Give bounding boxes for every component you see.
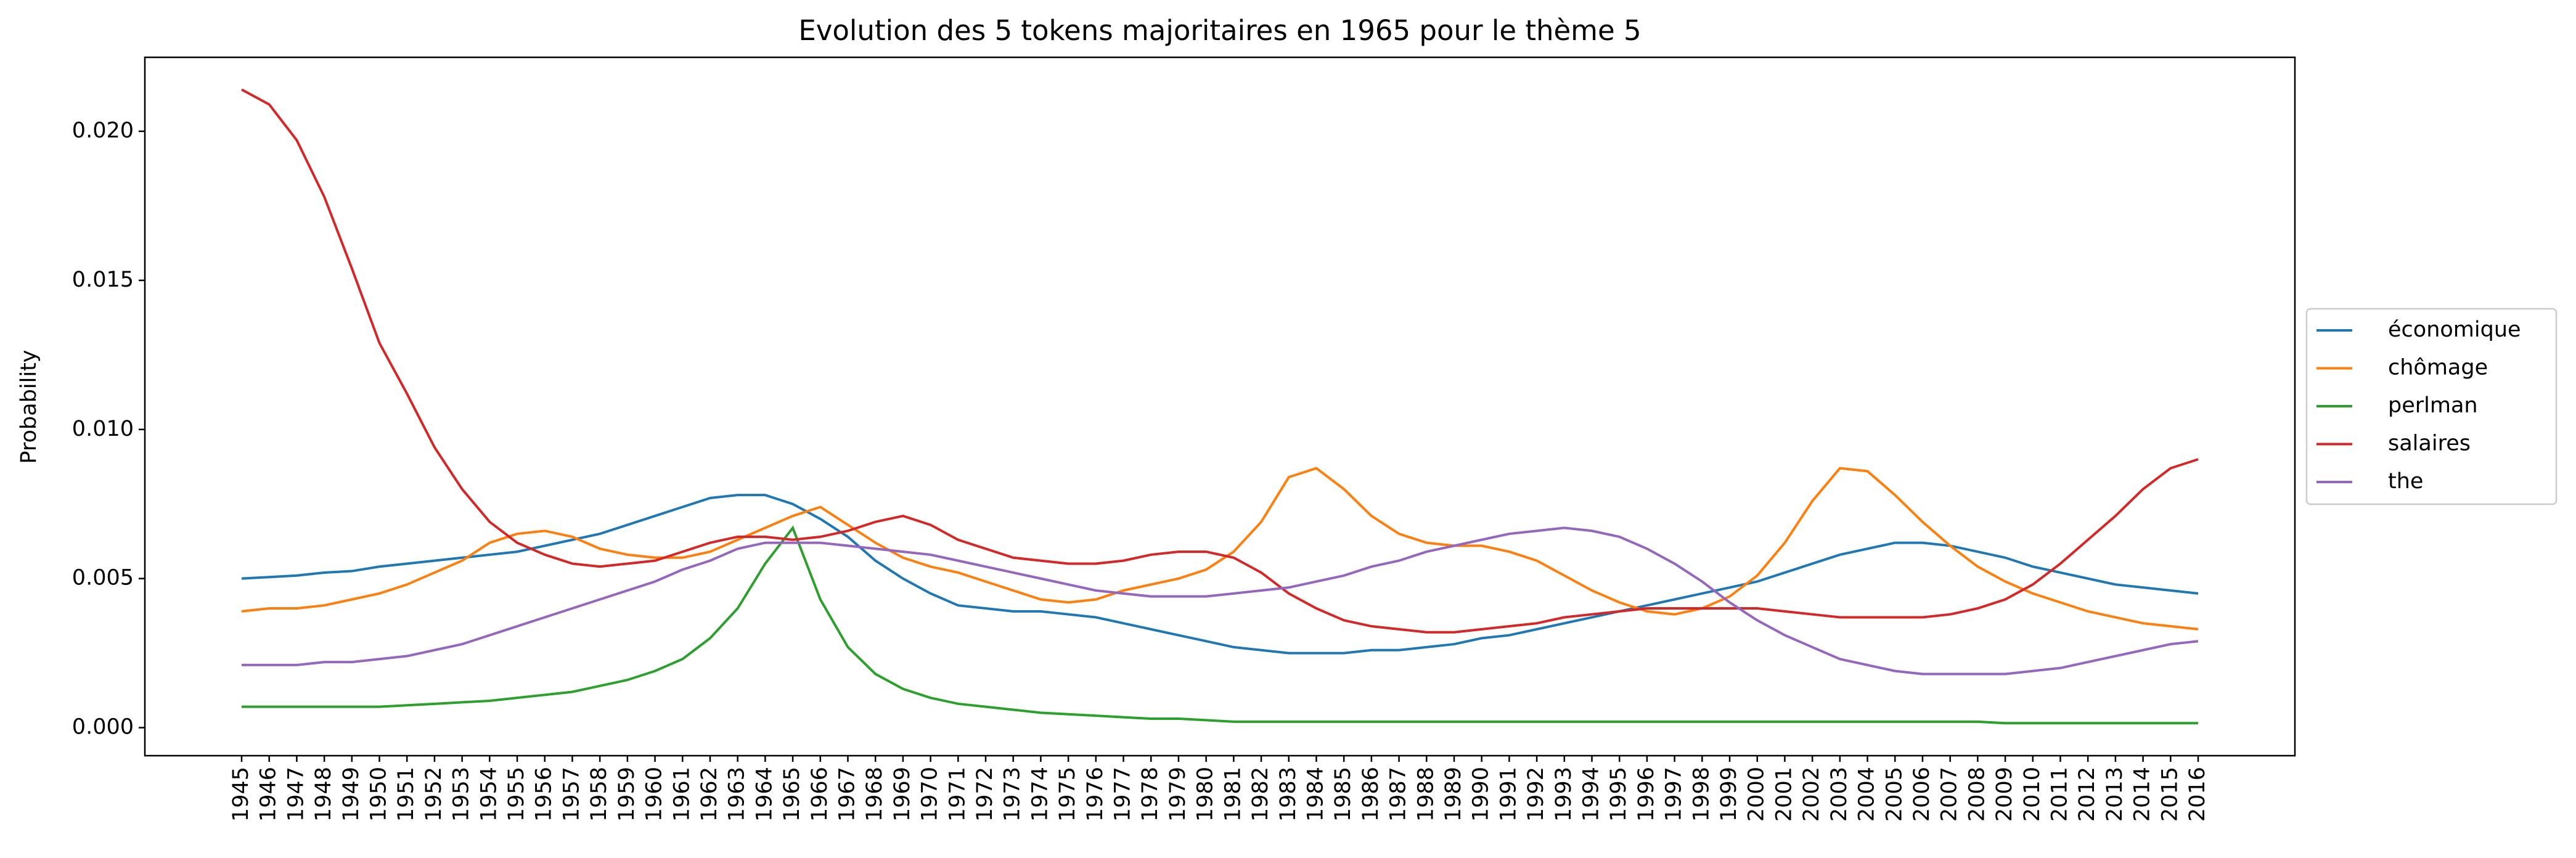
x-tick-label: 2010 bbox=[2020, 767, 2045, 822]
x-tick-label: 2007 bbox=[1937, 767, 1962, 822]
x-tick-label: 2003 bbox=[1827, 767, 1852, 822]
x-tick-label: 2005 bbox=[1882, 767, 1907, 822]
x-tick-label: 1990 bbox=[1469, 767, 1494, 822]
x-tick-label: 1947 bbox=[284, 767, 308, 822]
x-tick-label: 2012 bbox=[2075, 767, 2100, 822]
x-tick-label: 1997 bbox=[1662, 767, 1687, 822]
x-tick-label: 1955 bbox=[504, 767, 529, 822]
x-tick-label: 1967 bbox=[835, 767, 859, 822]
x-tick-label: 1984 bbox=[1303, 767, 1328, 822]
x-tick-label: 2009 bbox=[1992, 767, 2017, 822]
x-tick-label: 1981 bbox=[1221, 767, 1245, 822]
x-tick-label: 1960 bbox=[642, 767, 667, 822]
x-tick-label: 1948 bbox=[311, 767, 336, 822]
x-tick-label: 1954 bbox=[476, 767, 501, 822]
legend-label: perlman bbox=[2388, 393, 2478, 418]
x-tick-label: 1964 bbox=[752, 767, 777, 822]
x-tick-label: 1985 bbox=[1331, 767, 1355, 822]
x-tick-label: 1945 bbox=[229, 767, 253, 822]
x-tick-label: 1992 bbox=[1524, 767, 1548, 822]
x-tick-label: 1971 bbox=[945, 767, 970, 822]
x-tick-label: 2014 bbox=[2130, 767, 2155, 822]
x-tick-label: 1978 bbox=[1138, 767, 1163, 822]
x-tick-label: 2004 bbox=[1855, 767, 1879, 822]
y-axis-label: Probability bbox=[17, 349, 41, 464]
x-tick-label: 2008 bbox=[1965, 767, 1989, 822]
x-tick-label: 1965 bbox=[780, 767, 804, 822]
x-tick-label: 1958 bbox=[587, 767, 611, 822]
x-tick-label: 1999 bbox=[1717, 767, 1741, 822]
x-tick-label: 2002 bbox=[1799, 767, 1824, 822]
x-tick-label: 1953 bbox=[449, 767, 474, 822]
x-tick-label: 1979 bbox=[1166, 767, 1190, 822]
x-tick-label: 1962 bbox=[697, 767, 722, 822]
x-tick-label: 1989 bbox=[1441, 767, 1466, 822]
x-tick-label: 1994 bbox=[1579, 767, 1604, 822]
legend-label: the bbox=[2388, 469, 2423, 494]
x-tick-label: 2000 bbox=[1744, 767, 1769, 822]
x-tick-label: 1975 bbox=[1055, 767, 1080, 822]
x-tick-label: 1974 bbox=[1028, 767, 1052, 822]
y-tick-label: 0.005 bbox=[72, 566, 134, 590]
series-line bbox=[242, 526, 2199, 676]
legend-label: économique bbox=[2388, 317, 2521, 342]
x-tick-label: 1950 bbox=[367, 767, 391, 822]
y-tick-label: 0.000 bbox=[72, 715, 134, 740]
x-tick-label: 2015 bbox=[2157, 767, 2182, 822]
x-tick-label: 1973 bbox=[1000, 767, 1025, 822]
legend-box bbox=[2305, 308, 2558, 505]
x-tick-label: 1946 bbox=[256, 767, 281, 822]
x-tick-label: 1976 bbox=[1083, 767, 1108, 822]
x-tick-label: 1961 bbox=[669, 767, 694, 822]
x-tick-label: 1998 bbox=[1689, 767, 1714, 822]
x-tick-label: 1963 bbox=[725, 767, 750, 822]
chart-title: Evolution des 5 tokens majoritaires en 1… bbox=[798, 14, 1641, 47]
x-tick-label: 1986 bbox=[1359, 767, 1383, 822]
x-tick-label: 2016 bbox=[2185, 767, 2210, 822]
x-tick-label: 2006 bbox=[1910, 767, 1934, 822]
x-tick-label: 1951 bbox=[394, 767, 419, 822]
x-tick-label: 1983 bbox=[1276, 767, 1301, 822]
series-line bbox=[241, 494, 2199, 655]
x-tick-label: 2011 bbox=[2047, 767, 2072, 822]
series-line bbox=[241, 467, 2199, 631]
legend-label: salaires bbox=[2388, 431, 2471, 456]
x-tick-label: 1972 bbox=[973, 767, 997, 822]
x-tick-label: 1956 bbox=[532, 767, 557, 822]
x-tick-label: 1993 bbox=[1552, 767, 1576, 822]
series-line bbox=[241, 88, 2199, 634]
x-tick-label: 1952 bbox=[422, 767, 446, 822]
x-tick-label: 1966 bbox=[808, 767, 832, 822]
y-tick-label: 0.015 bbox=[72, 268, 134, 292]
x-tick-label: 2001 bbox=[1772, 767, 1796, 822]
x-tick-label: 1995 bbox=[1606, 767, 1631, 822]
x-tick-label: 1982 bbox=[1248, 767, 1273, 822]
x-tick-label: 1949 bbox=[339, 767, 364, 822]
x-tick-label: 1957 bbox=[559, 767, 584, 822]
plot-frame bbox=[144, 56, 2296, 757]
x-tick-label: 1991 bbox=[1496, 767, 1521, 822]
x-tick-label: 1968 bbox=[862, 767, 887, 822]
y-tick-label: 0.010 bbox=[72, 417, 134, 441]
x-tick-label: 1980 bbox=[1193, 767, 1218, 822]
x-tick-label: 1970 bbox=[918, 767, 942, 822]
x-tick-label: 1987 bbox=[1386, 767, 1411, 822]
y-tick-label: 0.020 bbox=[72, 118, 134, 143]
x-tick-label: 1959 bbox=[615, 767, 639, 822]
x-tick-label: 1996 bbox=[1634, 767, 1659, 822]
x-tick-label: 2013 bbox=[2103, 767, 2127, 822]
series-line bbox=[242, 525, 2198, 725]
legend-label: chômage bbox=[2388, 356, 2488, 380]
x-tick-label: 1988 bbox=[1413, 767, 1438, 822]
x-tick-label: 1977 bbox=[1111, 767, 1135, 822]
x-tick-label: 1969 bbox=[890, 767, 915, 822]
